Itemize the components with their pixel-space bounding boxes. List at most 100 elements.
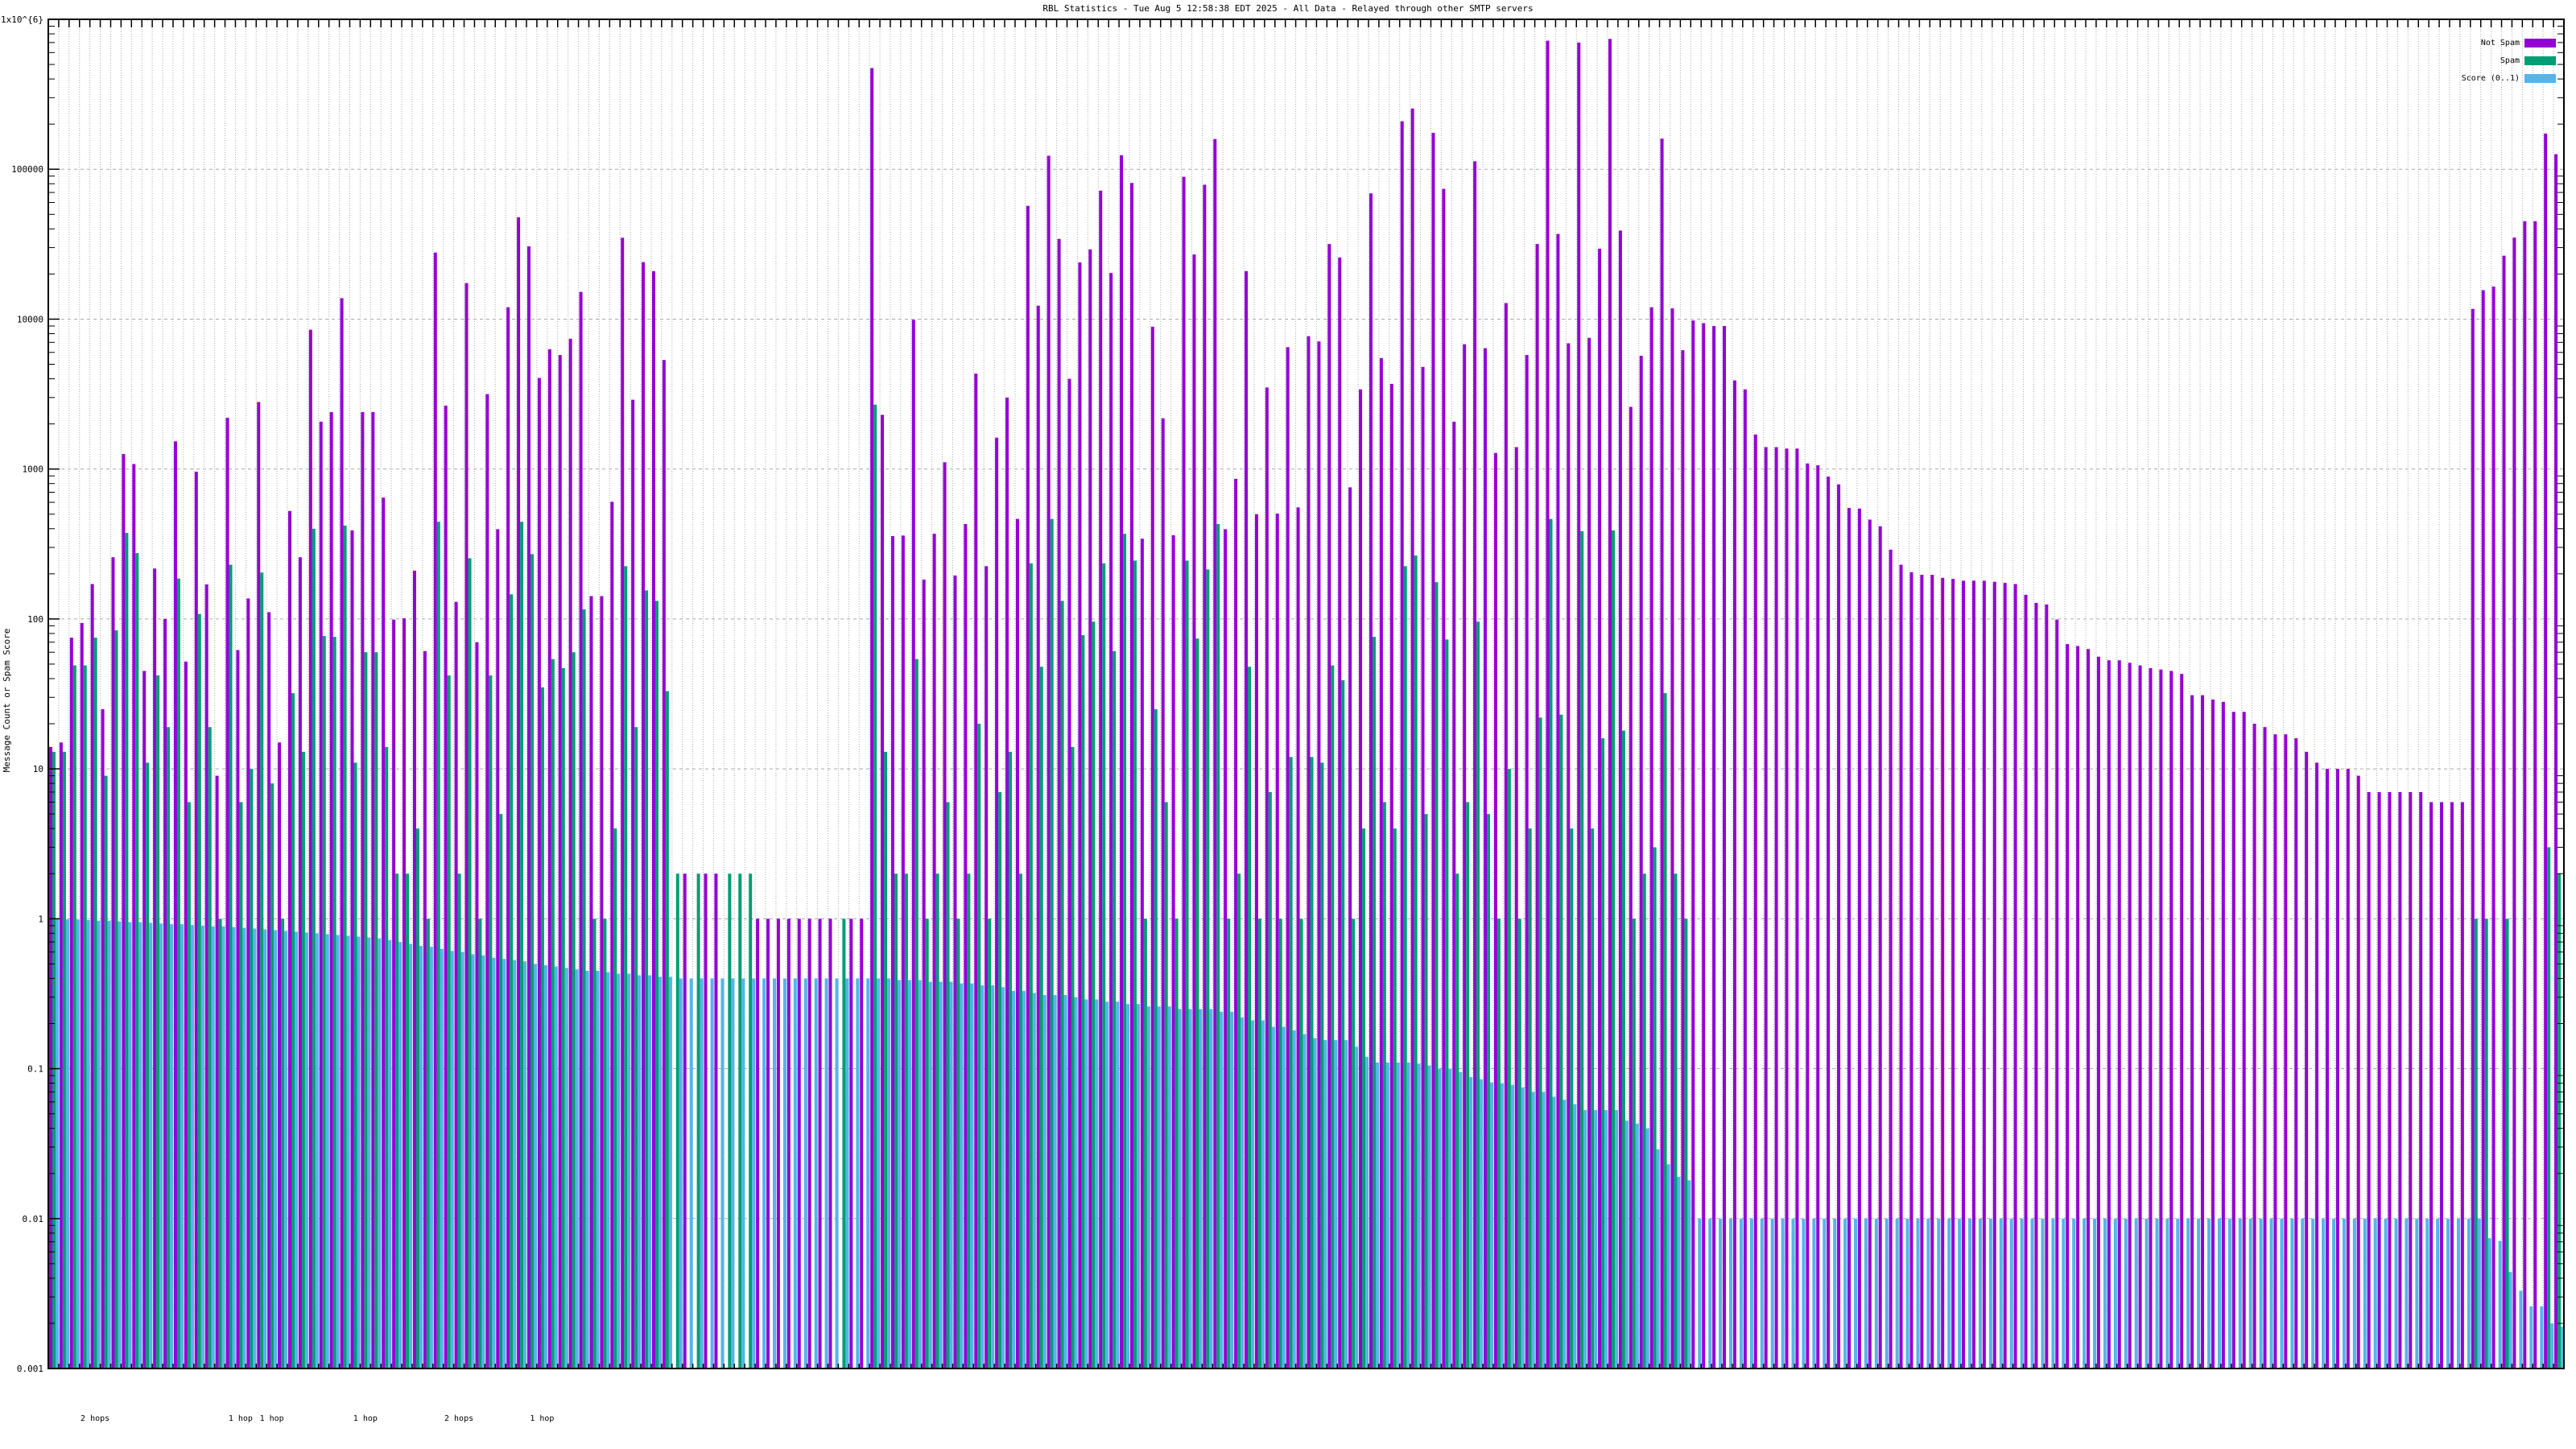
score-bar xyxy=(1022,990,1026,1368)
score-bar xyxy=(534,964,538,1368)
score-bar xyxy=(1271,1026,1275,1368)
score-bar xyxy=(877,978,881,1368)
not-spam-bar xyxy=(1057,238,1061,1369)
not-spam-bar xyxy=(1535,244,1539,1368)
spam-bar xyxy=(281,919,285,1368)
spam-bar xyxy=(291,693,295,1368)
score-bar xyxy=(221,926,225,1368)
score-bar xyxy=(502,959,506,1368)
not-spam-bar xyxy=(1567,343,1571,1368)
spam-bar xyxy=(1102,563,1106,1368)
score-bar xyxy=(2020,1218,2024,1368)
spam-bar xyxy=(1029,563,1033,1368)
score-bar xyxy=(1459,1071,1463,1368)
score-bar xyxy=(1063,995,1067,1368)
score-bar xyxy=(1563,1100,1567,1368)
spam-bar xyxy=(1528,828,1532,1368)
not-spam-bar xyxy=(204,584,208,1368)
not-spam-bar xyxy=(2533,221,2537,1368)
not-spam-bar xyxy=(1338,257,1342,1368)
score-bar xyxy=(1947,1218,1951,1368)
score-bar xyxy=(845,978,849,1368)
score-bar xyxy=(2384,1218,2388,1368)
not-spam-bar xyxy=(2190,695,2194,1368)
score-bar xyxy=(1729,1218,1733,1368)
score-bar xyxy=(1199,1009,1203,1368)
score-bar xyxy=(1230,1011,1234,1368)
score-bar xyxy=(648,975,652,1368)
spam-bar xyxy=(1268,791,1272,1368)
score-bar xyxy=(2467,1218,2471,1368)
spam-bar xyxy=(696,873,700,1368)
not-spam-bar xyxy=(2055,619,2059,1368)
score-bar xyxy=(2405,1218,2409,1368)
score-bar xyxy=(2508,1272,2512,1368)
score-bar xyxy=(638,975,642,1368)
score-bar xyxy=(2456,1218,2460,1368)
score-bar xyxy=(492,957,496,1368)
spam-bar xyxy=(1362,828,1366,1368)
not-spam-bar xyxy=(444,405,448,1368)
score-bar xyxy=(367,937,371,1368)
not-spam-bar xyxy=(2076,646,2080,1368)
not-spam-bar xyxy=(2034,602,2038,1368)
score-bar xyxy=(1105,1001,1109,1368)
not-spam-bar xyxy=(1847,508,1851,1369)
score-bar xyxy=(1355,1046,1359,1368)
score-bar xyxy=(2561,1327,2565,1368)
not-spam-bar xyxy=(1909,572,1913,1368)
not-spam-bar xyxy=(642,262,646,1369)
not-spam-bar xyxy=(1837,484,1841,1369)
not-spam-bar xyxy=(704,873,708,1368)
not-spam-bar xyxy=(1899,564,1903,1368)
spam-bar xyxy=(1039,667,1043,1368)
score-bar xyxy=(1167,1006,1171,1368)
score-bar xyxy=(2363,1218,2367,1368)
score-bar xyxy=(1895,1218,1899,1368)
spam-bar xyxy=(1289,757,1293,1368)
score-bar xyxy=(1552,1096,1556,1368)
score-bar xyxy=(773,978,777,1368)
not-spam-bar xyxy=(1275,513,1279,1368)
not-spam-bar xyxy=(1410,108,1414,1368)
y-tick-label: 1 xyxy=(38,914,43,924)
spam-bar xyxy=(1403,566,1407,1368)
not-spam-bar xyxy=(1254,514,1258,1369)
spam-bar xyxy=(1237,873,1241,1368)
not-spam-bar xyxy=(2356,775,2360,1368)
score-bar xyxy=(835,978,839,1368)
score-bar xyxy=(575,969,579,1368)
score-bar xyxy=(336,935,340,1368)
not-spam-bar xyxy=(1203,184,1207,1368)
y-tick-label: 0.001 xyxy=(17,1364,43,1374)
spam-bar xyxy=(873,404,877,1369)
score-bar xyxy=(2342,1218,2346,1368)
spam-bar xyxy=(229,564,233,1368)
not-spam-bar xyxy=(818,919,822,1368)
spam-bar xyxy=(645,590,649,1368)
score-bar xyxy=(325,934,329,1368)
not-spam-bar xyxy=(1889,549,1893,1368)
score-bar xyxy=(2352,1218,2356,1368)
score-bar xyxy=(1178,1009,1182,1368)
not-spam-bar xyxy=(184,661,188,1368)
not-spam-bar xyxy=(173,441,177,1369)
not-spam-bar xyxy=(319,421,323,1369)
score-bar xyxy=(1344,1040,1348,1368)
spam-bar xyxy=(250,769,254,1368)
not-spam-bar xyxy=(329,411,333,1368)
spam-bar xyxy=(426,919,430,1368)
spam-bar xyxy=(1248,667,1252,1368)
score-bar xyxy=(752,978,756,1368)
score-bar xyxy=(1666,1164,1670,1368)
not-spam-bar xyxy=(1431,132,1435,1368)
score-bar xyxy=(1032,993,1036,1368)
spam-bar xyxy=(364,652,368,1368)
not-spam-bar xyxy=(59,742,63,1368)
spam-bar xyxy=(654,601,658,1368)
spam-bar xyxy=(749,873,753,1368)
not-spam-bar xyxy=(2294,738,2298,1368)
score-bar xyxy=(1074,997,1078,1368)
not-spam-bar xyxy=(2491,286,2496,1368)
spam-bar xyxy=(1435,582,1439,1368)
